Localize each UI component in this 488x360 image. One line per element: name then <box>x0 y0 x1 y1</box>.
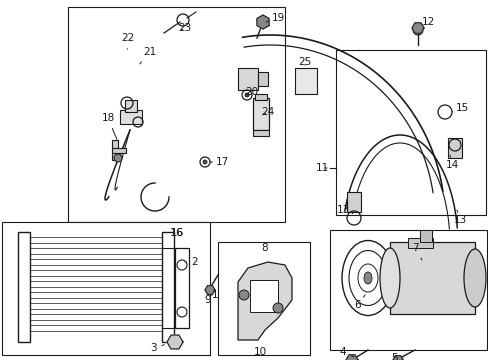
Bar <box>249 280 278 312</box>
Bar <box>419 230 431 242</box>
Polygon shape <box>411 23 423 33</box>
Text: 17: 17 <box>209 157 228 167</box>
Bar <box>254 94 266 100</box>
Circle shape <box>239 290 248 300</box>
Text: 14: 14 <box>445 155 458 170</box>
Bar <box>112 148 126 153</box>
Text: 13: 13 <box>336 205 349 215</box>
Text: 9: 9 <box>204 295 211 305</box>
Polygon shape <box>204 286 215 294</box>
Bar <box>112 140 118 160</box>
Text: 7: 7 <box>411 243 421 260</box>
Bar <box>447 138 461 158</box>
Text: 24: 24 <box>261 107 274 117</box>
Bar <box>162 232 174 342</box>
Bar <box>258 72 267 86</box>
Polygon shape <box>238 262 291 340</box>
Text: 22: 22 <box>121 33 134 49</box>
Circle shape <box>203 160 206 164</box>
Text: 5: 5 <box>391 353 403 360</box>
Bar <box>389 242 474 314</box>
Text: 18: 18 <box>101 113 117 139</box>
Bar <box>294 68 316 94</box>
Ellipse shape <box>379 248 399 308</box>
Text: 15: 15 <box>451 103 468 113</box>
Ellipse shape <box>363 272 371 284</box>
Text: 13: 13 <box>452 210 466 225</box>
Text: 4: 4 <box>339 347 353 357</box>
Text: 20: 20 <box>245 87 258 97</box>
Text: 1: 1 <box>209 290 218 300</box>
Bar <box>252 130 268 136</box>
Text: 21: 21 <box>140 47 156 64</box>
Polygon shape <box>346 355 357 360</box>
Bar <box>120 110 142 124</box>
Circle shape <box>272 303 283 313</box>
Text: 19: 19 <box>265 13 284 23</box>
Circle shape <box>244 93 248 97</box>
Text: 11: 11 <box>315 163 328 173</box>
Bar <box>346 192 360 212</box>
Bar <box>407 238 432 248</box>
Polygon shape <box>256 15 268 29</box>
Bar <box>175 248 189 328</box>
Text: 12: 12 <box>421 17 434 27</box>
Ellipse shape <box>463 249 485 307</box>
Circle shape <box>114 154 122 162</box>
Polygon shape <box>392 356 402 360</box>
Bar <box>2 222 209 355</box>
Bar <box>252 98 268 130</box>
Text: 23: 23 <box>178 23 191 33</box>
Text: 25: 25 <box>298 57 311 67</box>
Polygon shape <box>167 335 183 349</box>
Bar <box>68 7 285 222</box>
Bar <box>335 50 485 215</box>
Text: 3: 3 <box>149 343 164 353</box>
Bar <box>238 68 258 90</box>
Text: 8: 8 <box>261 243 268 253</box>
Text: 6: 6 <box>354 295 364 310</box>
Bar <box>329 230 486 350</box>
Text: 10: 10 <box>253 347 266 357</box>
Bar <box>125 100 137 112</box>
Text: 16: 16 <box>170 228 183 238</box>
Bar <box>218 242 309 355</box>
Bar <box>18 232 30 342</box>
Text: 16: 16 <box>170 228 183 238</box>
Text: 2: 2 <box>184 257 198 267</box>
